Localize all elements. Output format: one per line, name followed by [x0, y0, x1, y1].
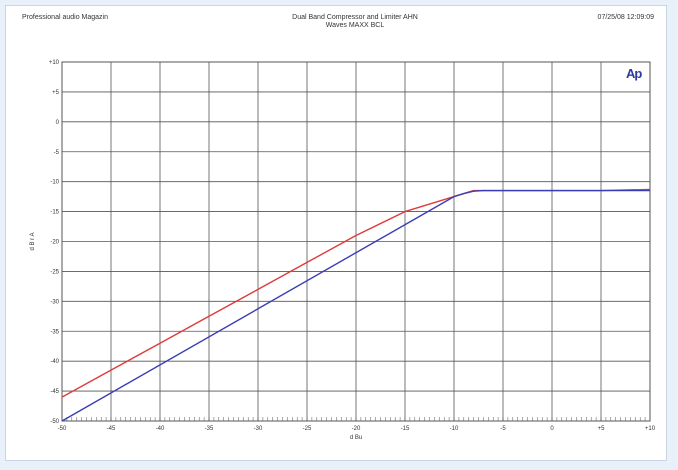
x-axis-label: d Bu — [350, 435, 362, 441]
y-tick-label: -40 — [50, 359, 59, 365]
x-tick-label: -35 — [205, 426, 214, 432]
x-tick-label: +10 — [645, 426, 656, 432]
x-tick-label: 0 — [550, 426, 554, 432]
x-tick-label: +5 — [598, 426, 606, 432]
x-tick-label: -40 — [156, 426, 165, 432]
header-center: Dual Band Compressor and Limiter AHN Wav… — [250, 14, 460, 30]
x-tick-label: -15 — [401, 426, 410, 432]
chart-subtitle: Waves MAXX BCL — [325, 22, 385, 29]
x-tick-label: -20 — [352, 426, 361, 432]
y-tick-label: -5 — [54, 150, 60, 156]
header-timestamp: 07/25/08 12:09:09 — [597, 14, 654, 21]
header-left-text: Professional audio Magazin — [22, 14, 108, 21]
x-tick-label: -25 — [303, 426, 312, 432]
y-tick-label: 0 — [56, 120, 60, 126]
y-tick-label: +5 — [52, 90, 60, 96]
y-axis-label: d B r A — [30, 232, 36, 250]
x-tick-label: -10 — [450, 426, 459, 432]
y-tick-label: -10 — [50, 180, 59, 186]
x-tick-label: -5 — [500, 426, 506, 432]
x-tick-label: -30 — [254, 426, 263, 432]
x-tick-label: -50 — [58, 426, 67, 432]
chart-frame — [5, 5, 667, 461]
y-tick-label: -50 — [50, 419, 59, 425]
y-tick-label: -45 — [50, 389, 59, 395]
y-tick-label: -35 — [50, 329, 59, 335]
y-tick-label: -15 — [50, 210, 59, 216]
y-tick-label: +10 — [49, 60, 60, 66]
y-tick-label: -30 — [50, 299, 59, 305]
y-tick-label: -20 — [50, 240, 59, 246]
ap-logo: Ap — [626, 66, 642, 81]
y-tick-label: -25 — [50, 269, 59, 275]
x-tick-label: -45 — [107, 426, 116, 432]
series-line-blue — [61, 189, 650, 422]
chart-title: Dual Band Compressor and Limiter AHN — [292, 14, 418, 21]
